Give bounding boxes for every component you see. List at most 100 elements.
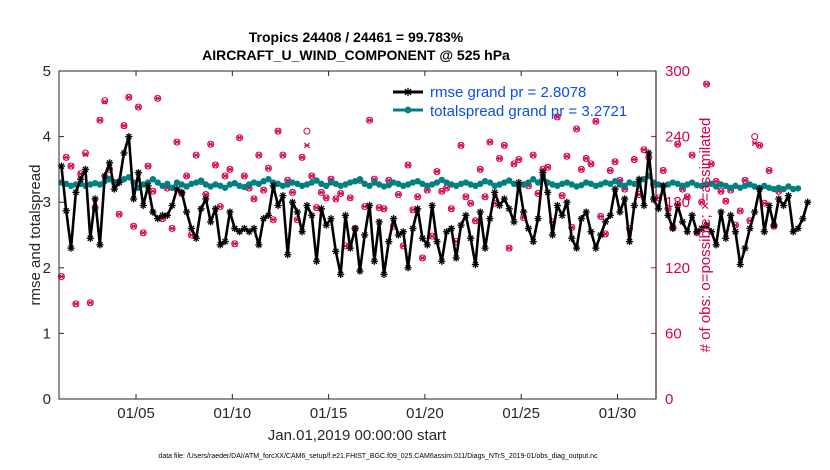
totalspread-point	[505, 177, 513, 184]
obs-assimilated-point	[506, 245, 513, 252]
y2-tick-label: 60	[665, 325, 682, 342]
rmse-point	[255, 241, 263, 249]
star-stroke	[689, 212, 696, 219]
rmse-point	[337, 270, 345, 278]
star-stroke	[395, 231, 402, 239]
totalspread-point	[467, 181, 474, 188]
obs-assimilated-point	[554, 113, 561, 120]
star-stroke	[270, 182, 277, 189]
obs-assimilated-point	[458, 142, 465, 149]
star-stroke	[790, 228, 797, 235]
rmse-point	[288, 198, 297, 206]
star-stroke	[607, 212, 614, 219]
totalspread-point	[669, 179, 677, 186]
y2-tick-label: 300	[665, 63, 690, 80]
obs-possible-point	[486, 138, 494, 146]
totalspread-point	[530, 176, 537, 183]
obs-assimilated-point	[308, 172, 315, 179]
rmse-point	[635, 175, 643, 183]
rmse-point	[529, 237, 537, 246]
obs-assimilated-point	[544, 164, 551, 171]
star-stroke	[458, 222, 465, 229]
rmse-point	[226, 208, 234, 216]
star-stroke	[717, 209, 725, 216]
star-stroke	[400, 228, 407, 235]
rmse-point	[231, 224, 239, 233]
star-stroke	[347, 245, 354, 252]
obs-assimilated-point	[607, 167, 614, 174]
x-tick-label: 01/15	[310, 405, 348, 422]
rmse-point	[736, 260, 744, 269]
chart-title: Tropics 24408 / 24461 = 99.783%	[249, 29, 464, 45]
obs-possible-point	[274, 127, 282, 135]
totalspread-point	[120, 176, 128, 183]
totalspread-point	[558, 180, 566, 188]
rmse-point	[693, 228, 701, 236]
star-stroke	[583, 209, 590, 216]
obs-possible-point	[394, 191, 402, 199]
y-tick-label: 5	[43, 63, 51, 80]
star-stroke	[169, 202, 176, 209]
obs-possible-point	[683, 193, 691, 201]
rmse-point	[597, 231, 605, 239]
star-stroke	[328, 215, 335, 222]
totalspread-point	[67, 182, 75, 189]
obs-assimilated-point	[255, 152, 262, 159]
legend-spread-marker	[404, 106, 412, 114]
obs-assimilated-point	[751, 140, 758, 147]
star-stroke	[621, 195, 628, 202]
star-stroke	[742, 245, 749, 252]
totalspread-point	[250, 179, 258, 186]
obs-possible-point	[587, 160, 595, 168]
rmse-point	[722, 234, 730, 242]
obs-assimilated-point	[299, 154, 306, 161]
obs-possible-point	[57, 273, 65, 281]
rmse-point	[120, 149, 128, 157]
obs-possible-point	[529, 151, 537, 159]
obs-assimilated-point	[482, 193, 489, 200]
star-stroke	[486, 215, 493, 222]
totalspread-point	[327, 179, 335, 186]
rmse-point	[96, 241, 104, 249]
obs-possible-point	[418, 254, 426, 262]
obs-possible-point	[736, 207, 744, 215]
totalspread-point	[212, 181, 219, 188]
star-stroke	[530, 238, 537, 245]
obs-assimilated-point	[631, 156, 638, 163]
obs-assimilated-point	[462, 193, 469, 200]
star-stroke	[703, 222, 710, 229]
star-stroke	[299, 228, 306, 235]
star-stroke	[385, 238, 392, 245]
rmse-point	[105, 159, 114, 167]
star-stroke	[775, 195, 782, 202]
star-stroke	[361, 231, 368, 239]
rmse-point	[582, 208, 590, 216]
y-tick-label: 3	[43, 194, 51, 211]
rmse-point	[611, 185, 619, 193]
totalspread-point	[568, 181, 575, 188]
rmse-point	[625, 237, 634, 246]
x-axis-label: Jan.01,2019 00:00:00 start	[268, 427, 447, 444]
star-stroke	[650, 195, 657, 202]
totalspread-point	[472, 182, 479, 189]
totalspread-point	[578, 181, 585, 189]
obs-assimilated-point	[366, 117, 373, 124]
obs-assimilated-point	[332, 195, 339, 202]
totalspread-point	[168, 184, 176, 191]
star-stroke	[761, 228, 768, 235]
totalspread-point	[221, 184, 229, 191]
star-stroke	[212, 205, 219, 212]
rmse-point	[630, 201, 638, 210]
star-stroke	[255, 241, 262, 248]
obs-assimilated-point	[698, 199, 705, 206]
obs-assimilated-point	[169, 225, 176, 232]
rmse-point	[587, 228, 595, 236]
totalspread-point	[414, 178, 421, 185]
star-stroke	[462, 212, 469, 219]
star-stroke	[780, 202, 787, 209]
rmse-point	[77, 175, 85, 183]
obs-assimilated-point	[477, 166, 484, 173]
star-stroke	[785, 192, 792, 199]
rmse-point	[760, 228, 768, 236]
rmse-point	[674, 201, 682, 210]
